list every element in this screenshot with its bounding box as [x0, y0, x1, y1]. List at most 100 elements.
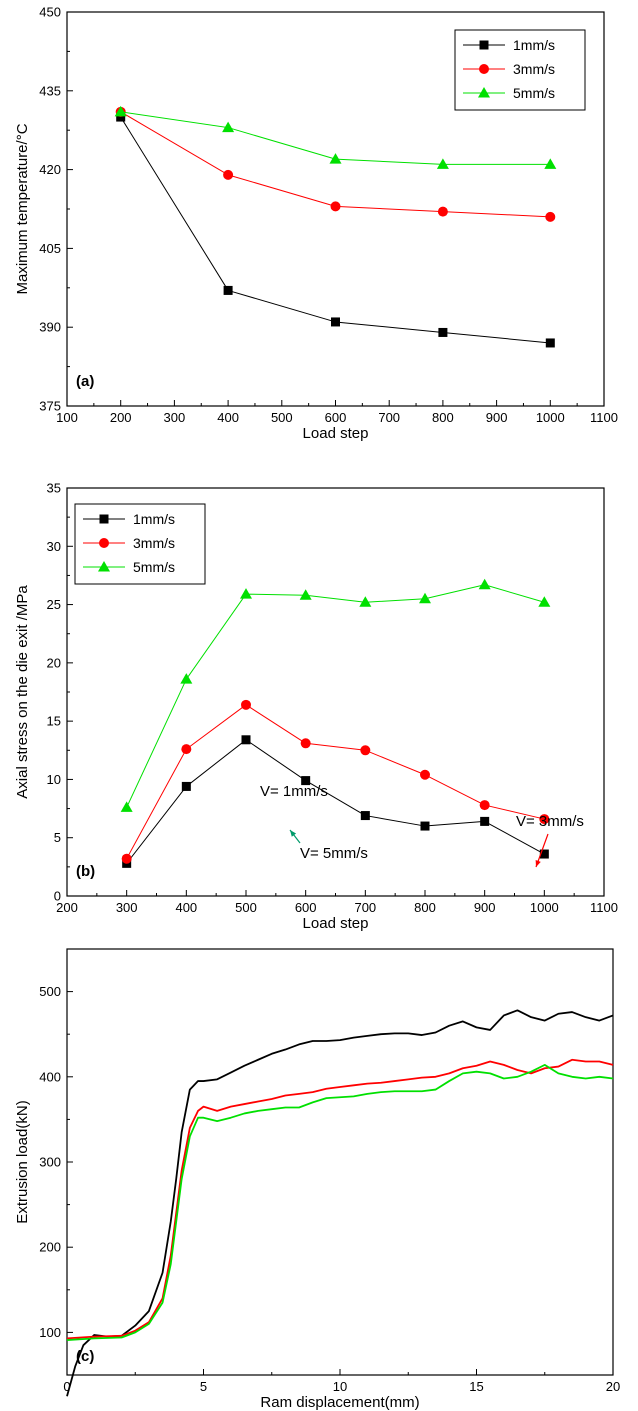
chart-panel-2: 200 300 400 500 600 700 800 900 1000 1100 0 5 10 15 20… [14, 481, 618, 933]
legend-marker [99, 538, 109, 548]
y-axis-label: Axial stress on the die exit /MPa [14, 585, 31, 799]
legend: 1mm/s 3mm/s 5mm/s [74, 503, 206, 585]
chart-panel-1: 100 200 300 400 500 600 700 800 900 1000 1100 375 39… [14, 5, 618, 443]
x-tick-label: 600 [295, 900, 317, 915]
data-point [539, 849, 549, 859]
series-line [66, 1009, 614, 1397]
data-point [223, 285, 233, 295]
legend-box [74, 503, 206, 585]
legend-marker [479, 40, 489, 50]
y-tick-label: 100 [39, 1325, 61, 1340]
y-tick-label: 10 [47, 772, 61, 787]
x-tick-label: 800 [414, 900, 436, 915]
series-annotation: V= 1mm/s [260, 783, 328, 800]
y-tick-label: 375 [39, 399, 61, 414]
series-2 [66, 1058, 614, 1340]
series-1 [66, 1009, 614, 1397]
legend: 1mm/s 3mm/s 5mm/s [454, 29, 586, 111]
series-line [126, 584, 545, 808]
annotations: V= 1mm/s V= 3mm/s V= 5mm/s [260, 783, 584, 868]
x-tick-label: 900 [486, 410, 508, 425]
y-axis-label: Maximum temperature/°C [14, 123, 31, 294]
x-tick-label: 700 [354, 900, 376, 915]
x-tick-label: 10 [333, 1379, 347, 1394]
data-point [240, 588, 252, 599]
series-1 [116, 112, 555, 348]
data-point [222, 121, 235, 133]
data-point [545, 338, 555, 348]
legend-label: 3mm/s [513, 61, 555, 77]
y-axis: 375 390 405 420 435 450 [39, 5, 73, 414]
data-point [478, 578, 491, 590]
series-2 [121, 699, 550, 864]
y-tick-label: 0 [54, 889, 61, 904]
data-point [420, 821, 430, 831]
data-point [121, 853, 132, 864]
annotation-arrowhead [290, 830, 297, 837]
data-point [436, 158, 449, 169]
x-tick-label: 700 [378, 410, 400, 425]
x-tick-label: 0 [63, 1379, 70, 1394]
series-3 [66, 1063, 614, 1341]
legend-marker [98, 561, 110, 572]
data-point [480, 816, 490, 826]
data-point [330, 201, 341, 212]
panel-label: (b) [76, 863, 95, 880]
x-tick-label: 20 [606, 1379, 620, 1394]
series-line [126, 704, 545, 859]
data-point [359, 596, 372, 607]
x-axis: 200 300 400 500 600 700 800 900 1000 1100 [56, 890, 618, 915]
legend-box [454, 29, 586, 111]
x-tick-label: 400 [217, 410, 239, 425]
x-tick-label: 100 [56, 410, 78, 425]
x-tick-label: 500 [235, 900, 257, 915]
x-tick-label: 900 [474, 900, 496, 915]
y-tick-label: 300 [39, 1155, 61, 1170]
data-point [420, 769, 430, 780]
legend-label: 3mm/s [133, 535, 175, 551]
x-axis-label: Load step [303, 425, 369, 442]
series-3 [120, 578, 551, 812]
y-tick-label: 20 [47, 655, 61, 670]
y-tick-label: 500 [39, 984, 61, 999]
y-tick-label: 200 [39, 1240, 61, 1255]
x-tick-label: 500 [271, 410, 293, 425]
data-point [241, 699, 251, 710]
y-tick-label: 25 [47, 597, 61, 612]
series-annotation: V= 5mm/s [300, 845, 368, 862]
data-point [331, 317, 340, 327]
x-tick-label: 1100 [590, 410, 618, 425]
data-point [360, 745, 371, 756]
data-point [120, 801, 133, 812]
legend-label: 5mm/s [133, 559, 175, 575]
x-tick-label: 800 [432, 410, 454, 425]
data-point [181, 744, 192, 755]
series-line [66, 1058, 614, 1340]
series-line [66, 1063, 614, 1341]
data-point [181, 781, 191, 791]
y-tick-label: 35 [47, 481, 61, 496]
data-point [114, 105, 127, 117]
x-tick-label: 15 [469, 1379, 483, 1394]
data-point [538, 596, 551, 607]
series-line [120, 116, 551, 344]
data-point [223, 169, 234, 180]
y-tick-label: 390 [39, 320, 61, 335]
x-tick-label: 300 [116, 900, 138, 915]
x-tick-label: 1100 [590, 900, 618, 915]
data-point [299, 589, 312, 600]
y-tick-label: 405 [39, 241, 61, 256]
legend-label: 1mm/s [513, 37, 555, 53]
series-line [126, 739, 545, 864]
series-annotation: V= 3mm/s [516, 813, 584, 830]
y-axis: 0 5 10 15 20 25 30 35 [47, 481, 73, 904]
x-tick-label: 200 [56, 900, 78, 915]
y-tick-label: 435 [39, 83, 61, 98]
y-axis-label: Extrusion load(kN) [14, 1100, 31, 1223]
data-point [419, 592, 431, 604]
y-tick-label: 420 [39, 162, 61, 177]
data-point [479, 800, 490, 811]
data-point [545, 211, 556, 222]
x-axis-label: Ram displacement(mm) [260, 1394, 419, 1411]
